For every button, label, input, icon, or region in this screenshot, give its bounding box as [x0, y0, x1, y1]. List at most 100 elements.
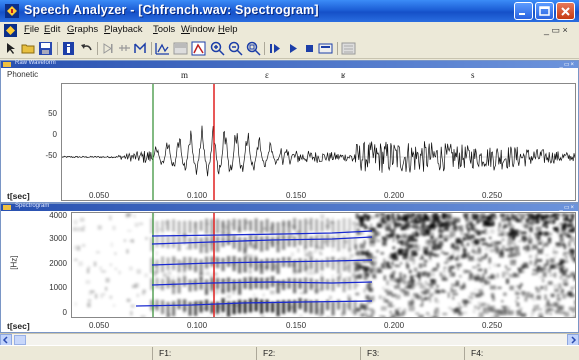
spectrogram-cell: [506, 243, 512, 248]
spectrogram-cell: [101, 270, 106, 273]
spectrogram-cell: [421, 298, 424, 305]
spectrogram-cell: [555, 310, 560, 314]
spectrogram-cell: [243, 300, 247, 314]
spectrogram-cell: [477, 306, 481, 310]
undo-button[interactable]: [79, 41, 94, 56]
status-bar: F1: F2: F3: F4:: [0, 345, 579, 360]
spectrogram-cell: [520, 264, 525, 270]
spectrogram-cell: [210, 302, 214, 314]
spectrogram-cell: [328, 223, 331, 229]
menu-window[interactable]: Window: [181, 24, 215, 35]
open-button[interactable]: [21, 41, 36, 56]
menu-graphs[interactable]: Graphs: [67, 24, 99, 35]
spectrogram-cell: [441, 274, 446, 281]
formant-track-2: [151, 281, 373, 286]
spectrogram-cell: [557, 223, 561, 228]
spectrogram-cell: [534, 240, 540, 245]
spectrogram-cell: [444, 238, 448, 242]
minimize-button[interactable]: [514, 2, 533, 20]
spectrogram-cell: [425, 288, 430, 294]
layout-button[interactable]: [173, 41, 188, 56]
spectrogram-cell: [367, 308, 374, 311]
pane-controls[interactable]: _▭×: [559, 62, 575, 68]
spectrogram-cell: [387, 301, 393, 308]
spectrogram-cell: [405, 275, 409, 278]
pointer-tool-button[interactable]: [4, 41, 19, 56]
spectrogram-cell: [282, 232, 285, 239]
spectrogram-cell: [438, 228, 442, 232]
zoom-out-button[interactable]: [228, 41, 243, 56]
spectrogram-cell: [238, 279, 242, 295]
waveform-graph-button[interactable]: [155, 41, 170, 56]
record-button[interactable]: [318, 41, 333, 56]
spectrogram-cell: [369, 240, 375, 247]
document-icon[interactable]: [4, 24, 17, 37]
spectrogram-cell: [511, 214, 517, 218]
zoom-fit-button[interactable]: [246, 41, 261, 56]
graph-config-button[interactable]: [341, 41, 356, 56]
skip-button[interactable]: [117, 41, 132, 56]
save-icon: [39, 42, 52, 55]
scroll-thumb[interactable]: [14, 335, 26, 345]
status-f2: F2:: [256, 347, 356, 360]
spectrogram-cell: [562, 278, 568, 285]
close-button[interactable]: [556, 2, 575, 20]
menu-file[interactable]: File: [24, 24, 40, 35]
spectrogram-cell: [543, 266, 547, 271]
spectrogram-cell: [418, 225, 425, 231]
spectrogram-cell: [188, 237, 192, 250]
spectrogram-pane: Spectrogram _▭× 4000 3000 2000 1000 0 [H…: [0, 203, 579, 333]
horizontal-scrollbar[interactable]: [0, 333, 579, 346]
spectrogram-cell: [366, 252, 372, 257]
mdi-controls[interactable]: _ ▭ ×: [544, 25, 568, 35]
save-button[interactable]: [38, 41, 53, 56]
spectrogram-cell: [451, 249, 456, 255]
spectrogram-cell: [568, 241, 571, 247]
menu-playback[interactable]: Playback: [104, 24, 143, 35]
maximize-button[interactable]: [535, 2, 554, 20]
spectrogram-cell: [309, 256, 313, 269]
spectrogram-cell: [540, 317, 544, 318]
spectrogram-cell: [441, 290, 447, 293]
spectrogram-cell: [372, 234, 378, 240]
step-button[interactable]: [101, 41, 116, 56]
spectrogram-cell: [559, 268, 564, 274]
spectrogram-cell: [508, 310, 514, 315]
menu-help[interactable]: Help: [218, 24, 238, 35]
spectrogram-cell: [470, 213, 475, 217]
menu-edit[interactable]: Edit: [44, 24, 61, 35]
spectrogram-cell: [500, 249, 504, 255]
play-button[interactable]: [286, 41, 301, 56]
spectrogram-cell: [411, 295, 414, 300]
play-segment-button[interactable]: [268, 41, 283, 56]
waveform-plot[interactable]: [61, 83, 576, 201]
spectrogram-cell: [376, 231, 381, 236]
mark-button[interactable]: [133, 41, 148, 56]
spectrogram-plot[interactable]: [71, 212, 576, 318]
spectrogram-cell: [571, 308, 575, 313]
info-button[interactable]: [61, 41, 76, 56]
spectrogram-cell: [518, 230, 522, 236]
menu-tools[interactable]: Tools: [153, 24, 176, 35]
spectrogram-cell: [194, 222, 197, 229]
spectrogram-cell: [544, 304, 549, 309]
spectrogram-cell: [554, 263, 561, 269]
spectrogram-cell: [465, 223, 469, 229]
spectrogram-cell: [444, 261, 449, 264]
spectrogram-cell: [449, 230, 456, 237]
spectrogram-cell: [539, 239, 544, 244]
spectrogram-cell: [529, 260, 532, 265]
stop-button[interactable]: [302, 41, 317, 56]
spectrogram-cell: [436, 284, 439, 288]
x-tick-label: 0.250: [482, 191, 503, 200]
spectrogram-cell: [145, 237, 148, 240]
spectrogram-cell: [304, 259, 308, 272]
spectrogram-cell: [423, 246, 429, 251]
spectrogram-cell: [462, 237, 467, 241]
pane-controls[interactable]: _▭×: [559, 205, 575, 211]
zoom-in-button[interactable]: [210, 41, 225, 56]
spectrogram-cell: [408, 300, 414, 306]
spectrogram-cell: [348, 258, 352, 273]
segment-button[interactable]: [191, 41, 206, 56]
spectrogram-cell: [538, 218, 543, 224]
